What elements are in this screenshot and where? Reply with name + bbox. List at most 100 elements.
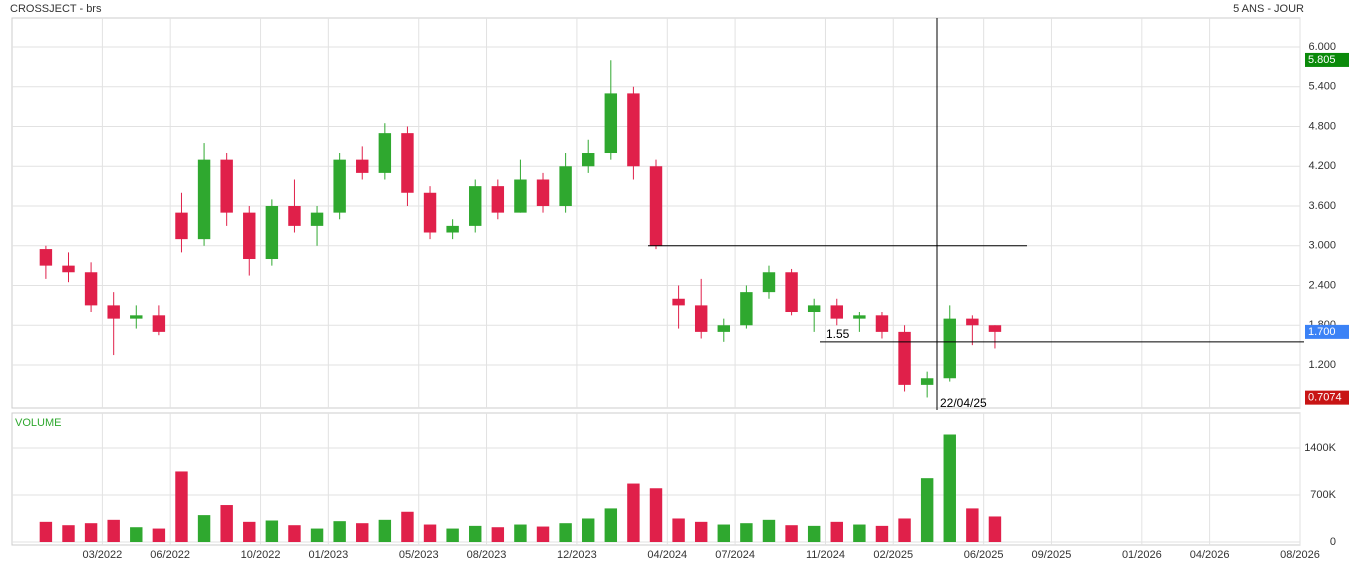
candle-body bbox=[830, 305, 843, 319]
candle-body bbox=[491, 186, 505, 213]
price-tag bbox=[1305, 390, 1349, 405]
candle-body bbox=[220, 159, 233, 213]
volume-bar bbox=[807, 525, 821, 542]
volume-bar bbox=[265, 520, 279, 542]
candle-body bbox=[807, 305, 821, 313]
candle-body bbox=[649, 166, 663, 246]
volume-bar bbox=[243, 521, 256, 542]
volume-bar bbox=[672, 518, 685, 542]
volume-bar bbox=[920, 478, 934, 542]
volume-bar bbox=[830, 521, 843, 542]
volume-bar bbox=[333, 521, 346, 542]
candle-body bbox=[943, 318, 956, 379]
volume-bar bbox=[39, 521, 53, 542]
candle-body bbox=[717, 325, 731, 332]
candle-body bbox=[243, 212, 256, 260]
volume-bar bbox=[943, 434, 956, 542]
y-tick-label: 3.000 bbox=[1308, 240, 1336, 252]
volume-bar bbox=[356, 523, 369, 542]
level-label: 1.55 bbox=[826, 327, 850, 341]
price-tag-label: 1.700 bbox=[1308, 326, 1336, 338]
volume-bar bbox=[717, 524, 731, 542]
x-tick-label: 09/2025 bbox=[1032, 549, 1072, 561]
x-tick-label: 10/2022 bbox=[241, 549, 281, 561]
candle-body bbox=[39, 249, 53, 266]
chart-subtitle: 5 ANS - JOUR bbox=[1233, 3, 1304, 15]
y-tick-label: 1400K bbox=[1304, 442, 1336, 454]
x-tick-label: 06/2025 bbox=[964, 549, 1004, 561]
candle-body bbox=[853, 315, 866, 319]
candle-body bbox=[84, 272, 98, 306]
y-tick-label: 700K bbox=[1310, 489, 1336, 501]
volume-bar bbox=[62, 525, 75, 542]
x-tick-label: 05/2023 bbox=[399, 549, 439, 561]
crosshair-label: 22/04/25 bbox=[940, 396, 987, 410]
volume-bar bbox=[740, 523, 753, 542]
x-tick-label: 01/2023 bbox=[308, 549, 348, 561]
y-tick-label: 3.600 bbox=[1308, 200, 1336, 212]
volume-bar bbox=[310, 528, 324, 542]
x-tick-label: 02/2025 bbox=[873, 549, 913, 561]
candle-body bbox=[356, 159, 369, 173]
candle-body bbox=[604, 93, 618, 154]
candle-body bbox=[378, 133, 392, 173]
candle-body bbox=[469, 186, 482, 226]
price-tag-label: 0.7074 bbox=[1308, 392, 1342, 404]
y-tick-label: 5.400 bbox=[1308, 81, 1336, 93]
x-tick-label: 01/2026 bbox=[1122, 549, 1162, 561]
price-tag bbox=[1305, 52, 1349, 67]
volume-bar bbox=[785, 525, 798, 542]
candle-body bbox=[559, 166, 572, 207]
volume-bar bbox=[423, 524, 437, 542]
candle-body bbox=[423, 192, 437, 233]
x-tick-label: 04/2024 bbox=[647, 549, 687, 561]
y-tick-label: 1.200 bbox=[1308, 359, 1336, 371]
candle-body bbox=[740, 292, 753, 326]
volume-bar bbox=[988, 516, 1002, 542]
candle-body bbox=[627, 93, 640, 167]
volume-title: VOLUME bbox=[15, 417, 61, 429]
volume-bar bbox=[875, 525, 889, 542]
x-tick-label: 03/2022 bbox=[83, 549, 123, 561]
y-tick-label: 2.400 bbox=[1308, 279, 1336, 291]
x-tick-label: 04/2026 bbox=[1190, 549, 1230, 561]
candle-body bbox=[514, 179, 527, 213]
volume-bar bbox=[966, 508, 979, 542]
x-tick-label: 12/2023 bbox=[557, 549, 597, 561]
price-tag-label: 5.805 bbox=[1308, 54, 1336, 66]
candle-body bbox=[130, 315, 143, 319]
volume-bar bbox=[604, 508, 618, 542]
volume-bar bbox=[581, 518, 595, 542]
candle-body bbox=[175, 212, 188, 240]
volume-bar bbox=[469, 525, 482, 542]
x-tick-label: 11/2024 bbox=[806, 549, 845, 561]
candle-body bbox=[197, 159, 211, 240]
candle-body bbox=[762, 272, 776, 293]
candle-body bbox=[401, 133, 414, 193]
candle-body bbox=[536, 179, 550, 207]
y-tick-label: 6.000 bbox=[1308, 41, 1336, 53]
chart-title: CROSSJECT - brs bbox=[10, 3, 102, 15]
candle-body bbox=[288, 206, 301, 226]
candle-body bbox=[875, 315, 889, 332]
x-tick-label: 06/2022 bbox=[150, 549, 190, 561]
volume-bar bbox=[220, 505, 233, 542]
candle-body bbox=[898, 331, 911, 385]
candle-body bbox=[694, 305, 708, 332]
y-tick-label: 4.200 bbox=[1308, 160, 1336, 172]
candle-body bbox=[265, 206, 279, 260]
volume-bar bbox=[107, 519, 120, 542]
candle-body bbox=[966, 318, 979, 326]
x-tick-label: 07/2024 bbox=[715, 549, 755, 561]
candle-body bbox=[310, 212, 324, 226]
x-tick-label: 08/2026 bbox=[1280, 549, 1320, 561]
volume-bar bbox=[378, 519, 392, 542]
volume-bar bbox=[84, 523, 98, 542]
volume-bar bbox=[288, 525, 301, 542]
candle-body bbox=[581, 153, 595, 167]
volume-bar bbox=[130, 527, 143, 542]
y-tick-label: 0 bbox=[1330, 536, 1336, 548]
volume-bar bbox=[694, 521, 708, 542]
